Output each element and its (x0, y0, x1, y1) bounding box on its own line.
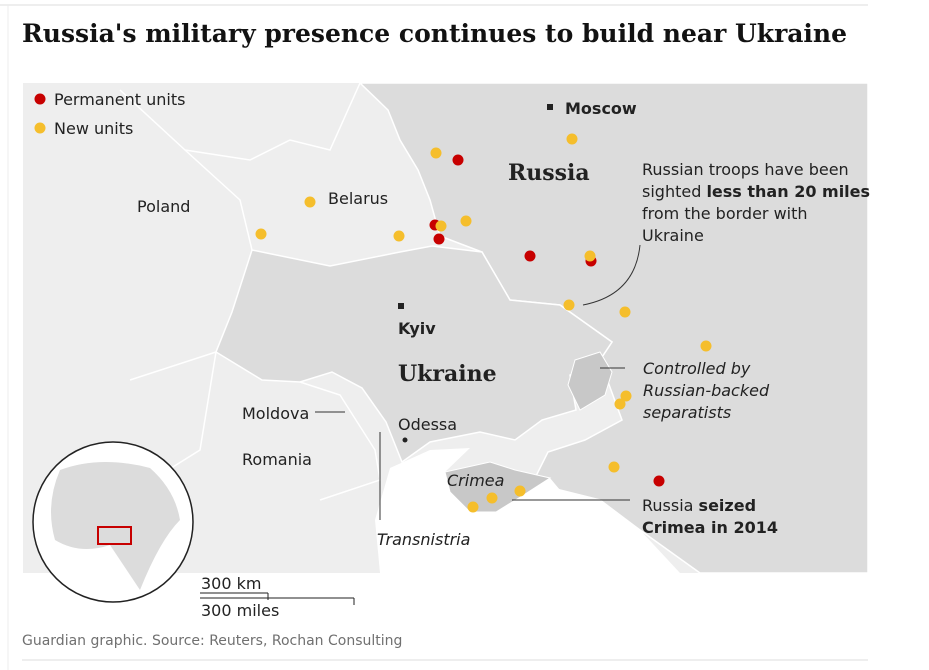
legend-permanent-dot (34, 93, 46, 105)
annotation-line: Ukraine (642, 226, 704, 245)
border (184, 82, 361, 161)
place-label: Russia (508, 160, 590, 186)
new-unit (584, 250, 596, 262)
place-label: Romania (242, 450, 312, 469)
annotation-line: separatists (643, 403, 731, 422)
new-unit (467, 501, 479, 513)
inset-box (97, 526, 132, 545)
place-label: Moldova (242, 404, 309, 423)
annotation-regular: Russian troops have been (642, 160, 849, 179)
place-label: Odessa (398, 415, 457, 434)
annotation-line: Russian troops have been (642, 160, 849, 179)
annotation-regular: Russia (642, 496, 699, 515)
map (23, 82, 869, 574)
new-unit (255, 228, 267, 240)
permanent-unit (433, 233, 445, 245)
annotation-regular: sighted (642, 182, 706, 201)
title: Russia's military presence continues to … (22, 19, 847, 48)
legend: Permanent units New units (34, 90, 185, 138)
place-label: Kyiv (398, 319, 436, 338)
source: Guardian graphic. Source: Reuters, Rocha… (22, 633, 402, 649)
new-unit (514, 485, 526, 497)
legend-new: New units (54, 119, 133, 138)
permanent-unit (653, 475, 665, 487)
new-unit (608, 461, 620, 473)
ukraine-area (215, 245, 614, 464)
city-marker (398, 303, 404, 309)
new-unit (700, 340, 712, 352)
new-unit (614, 398, 626, 410)
new-unit (563, 299, 575, 311)
unit-dots (255, 133, 712, 513)
new-unit (566, 133, 578, 145)
new-unit (460, 215, 472, 227)
annotation-line: Crimea in 2014 (642, 518, 778, 537)
new-unit (620, 390, 632, 402)
leader-line (582, 244, 641, 306)
place-label: Crimea (447, 471, 504, 490)
inset-globe (32, 441, 194, 603)
legend-new-dot (34, 122, 46, 134)
new-unit (430, 147, 442, 159)
border (299, 381, 381, 501)
annotation-line: Controlled by (643, 359, 751, 378)
place-label: Moscow (565, 99, 637, 118)
place-label: Poland (137, 197, 190, 216)
new-unit (435, 220, 447, 232)
city-marker (547, 104, 553, 110)
annotation-regular: from the border with (642, 204, 808, 223)
border (119, 89, 253, 251)
place-label: Ukraine (398, 361, 497, 387)
annotation-bold: less than 20 miles (706, 182, 870, 201)
globe-land (51, 461, 180, 590)
new-unit (393, 230, 405, 242)
scale-bar: 300 km 300 miles (200, 574, 355, 620)
russia-area (358, 82, 869, 574)
annotation-bold: seized (699, 496, 756, 515)
annotation-bold: Crimea in 2014 (642, 518, 778, 537)
annotation-line: from the border with (642, 204, 808, 223)
annotation-line: sighted less than 20 miles (642, 182, 870, 201)
black-sea (375, 448, 680, 573)
place-label: Belarus (328, 189, 388, 208)
annotation-regular: Ukraine (642, 226, 704, 245)
separatist-area (567, 351, 613, 411)
new-unit (619, 306, 631, 318)
scale-label: 300 km (201, 574, 261, 593)
legend-permanent: Permanent units (54, 90, 185, 109)
annotation-troops: Russian troops have been sighted less tha… (642, 160, 870, 245)
annotation-line: Russia seized (642, 496, 756, 515)
permanent-unit (452, 154, 464, 166)
place-label: Transnistria (377, 530, 470, 549)
new-unit (486, 492, 498, 504)
new-unit (304, 196, 316, 208)
permanent-unit (524, 250, 536, 262)
annotation-line: Russian-backed (643, 381, 770, 400)
annotation-separatists: Controlled by Russian-backed separatists (643, 359, 770, 422)
scale-label: 300 miles (201, 601, 279, 620)
annotation-crimea: Russia seized Crimea in 2014 (642, 496, 778, 537)
city-marker (402, 437, 408, 443)
